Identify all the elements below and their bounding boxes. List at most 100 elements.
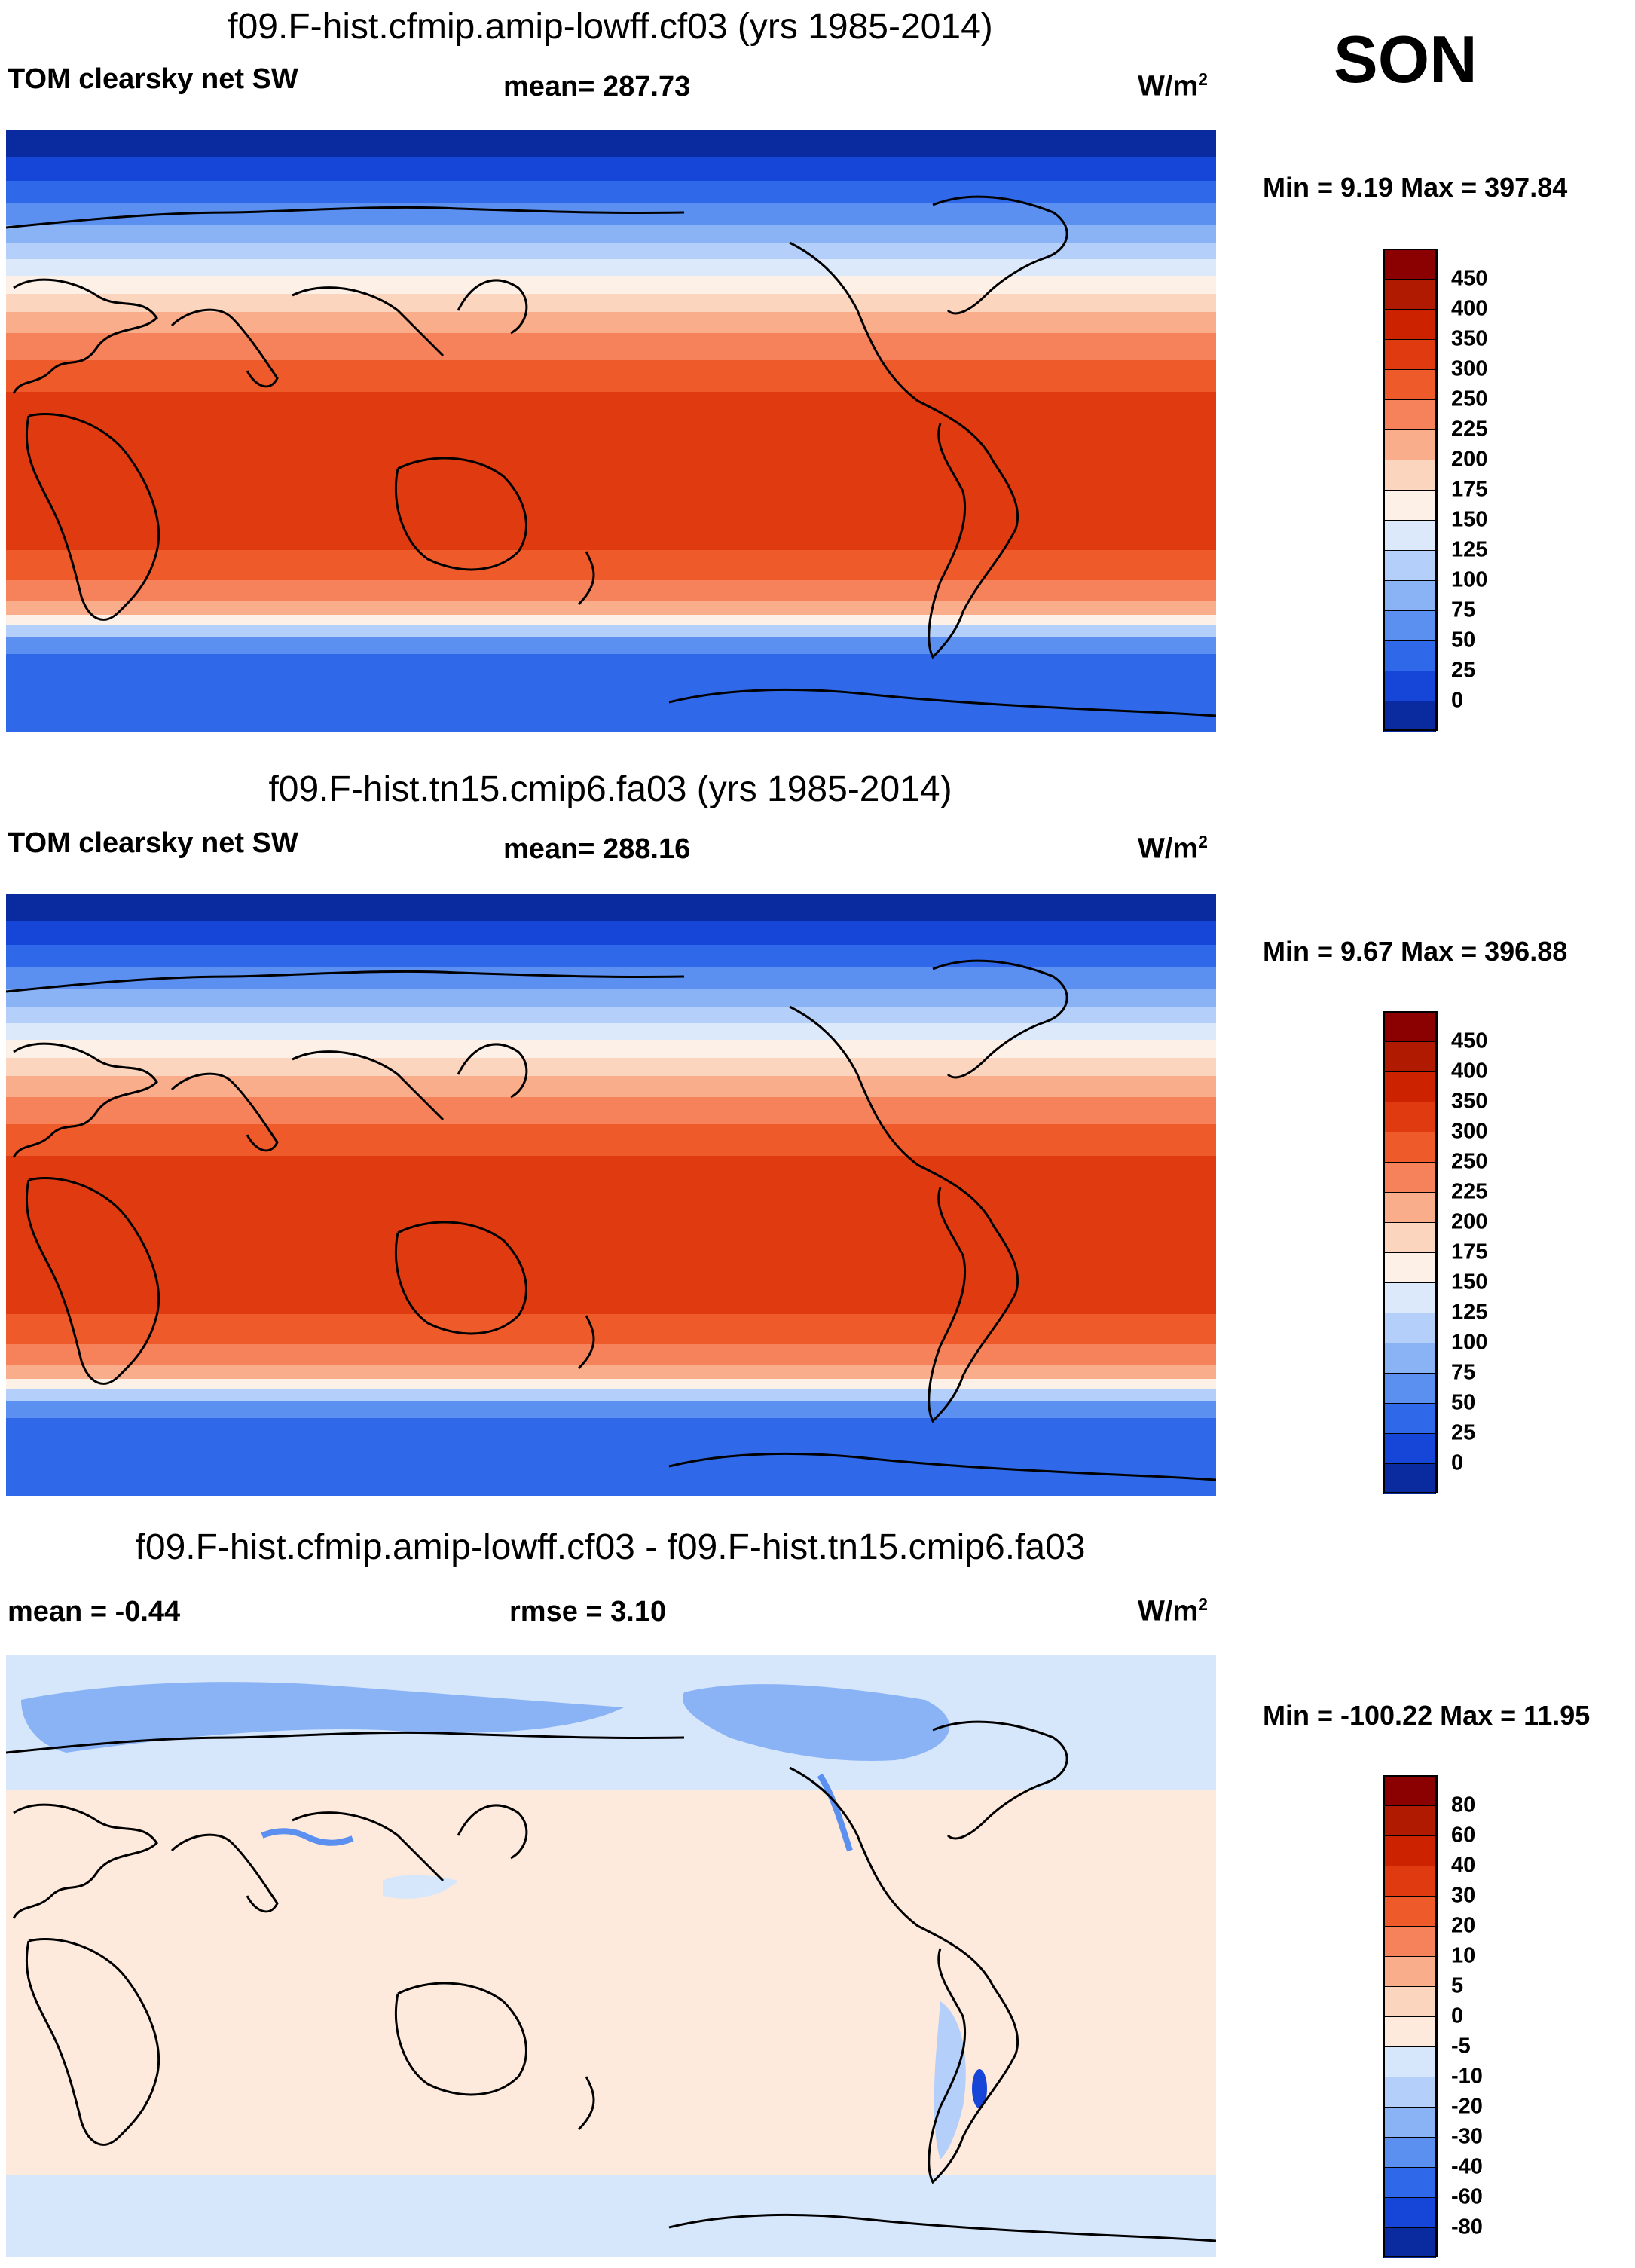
colorbar-swatch: [1383, 1463, 1436, 1494]
colorbar-tick-label: 75: [1451, 1360, 1476, 1385]
colorbar-tick-label: 125: [1451, 1300, 1488, 1325]
colorbar-tick-label: 350: [1451, 326, 1488, 351]
panel2-units: W/m2: [1138, 832, 1208, 865]
colorbar-swatch: [1383, 2167, 1436, 2198]
colorbar-tick-label: 150: [1451, 507, 1488, 532]
colorbar-tick-label: 225: [1451, 1179, 1488, 1204]
colorbar-tick-label: 175: [1451, 477, 1488, 502]
colorbar-swatch: [1383, 1805, 1436, 1836]
colorbar-tick-label: 125: [1451, 537, 1488, 562]
colorbar-tick-label: 250: [1451, 387, 1488, 411]
colorbar-tick-label: 25: [1451, 658, 1476, 683]
colorbar-swatch: [1383, 580, 1436, 611]
colorbar-swatch: [1383, 2197, 1436, 2228]
colorbar-tick-label: 75: [1451, 598, 1476, 622]
panel2-title: f09.F-hist.tn15.cmip6.fa03 (yrs 1985-201…: [268, 769, 952, 809]
colorbar-tick-label: -10: [1451, 2064, 1483, 2089]
colorbar-tick-label: 175: [1451, 1239, 1488, 1264]
panel2-variable-label: TOM clearsky net SW: [8, 827, 298, 859]
colorbar-tick-label: 450: [1451, 1029, 1488, 1053]
colorbar-tick-label: -20: [1451, 2094, 1483, 2119]
colorbar-tick-label: 10: [1451, 1943, 1476, 1968]
panel3-min-max: Min = -100.22 Max = 11.95: [1263, 1700, 1591, 1731]
colorbar-swatch: [1383, 1011, 1436, 1042]
panel3-mean-label: mean = -0.44: [8, 1596, 181, 1628]
panel3-title: f09.F-hist.cfmip.amip-lowff.cf03 - f09.F…: [135, 1527, 1086, 1567]
colorbar-tick-label: 0: [1451, 1450, 1464, 1475]
colorbar-tick-label: -60: [1451, 2184, 1483, 2209]
colorbar-tick-label: -80: [1451, 2215, 1483, 2239]
panel2-min-max: Min = 9.67 Max = 396.88: [1263, 936, 1568, 967]
colorbar-swatch: [1383, 1986, 1436, 2017]
colorbar-swatch: [1383, 1403, 1436, 1434]
colorbar-tick-label: 400: [1451, 1059, 1488, 1084]
colorbar-tick-label: 30: [1451, 1883, 1476, 1908]
colorbar-swatch: [1383, 520, 1436, 551]
colorbar-tick-label: 400: [1451, 296, 1488, 321]
colorbar-tick-label: 40: [1451, 1853, 1476, 1878]
colorbar-tick-label: -30: [1451, 2124, 1483, 2149]
panel3-rmse-label: rmse = 3.10: [509, 1596, 667, 1628]
colorbar-tick-label: 250: [1451, 1149, 1488, 1174]
colorbar-swatch: [1383, 1222, 1436, 1253]
colorbar-swatch: [1383, 1433, 1436, 1464]
panel2-mean-label: mean= 288.16: [503, 833, 691, 865]
colorbar-swatch: [1383, 279, 1436, 310]
colorbar-swatch: [1383, 460, 1436, 491]
season-label: SON: [1334, 22, 1478, 96]
colorbar-swatch: [1383, 309, 1436, 340]
colorbar-swatch: [1383, 1373, 1436, 1404]
colorbar-tick-label: 50: [1451, 628, 1476, 653]
panel3-units: W/m2: [1138, 1594, 1208, 1628]
colorbar-swatch: [1383, 671, 1436, 701]
colorbar-swatch: [1383, 1866, 1436, 1897]
colorbar-swatch: [1383, 550, 1436, 581]
panel1-min-max: Min = 9.19 Max = 397.84: [1263, 172, 1568, 203]
colorbar-tick-label: 300: [1451, 1119, 1488, 1144]
colorbar-swatch: [1383, 1252, 1436, 1283]
panel1-variable-label: TOM clearsky net SW: [8, 63, 298, 95]
colorbar-tick-label: 225: [1451, 417, 1488, 442]
colorbar-swatch: [1383, 1041, 1436, 1072]
colorbar-tick-label: 200: [1451, 1209, 1488, 1234]
colorbar-tick-label: 5: [1451, 1973, 1464, 1998]
panel1-mean-label: mean= 287.73: [503, 71, 691, 102]
colorbar-tick-label: 150: [1451, 1270, 1488, 1294]
colorbar-swatch: [1383, 1132, 1436, 1163]
panel1-map: [6, 130, 1216, 732]
panel3-colorbar: [1383, 1775, 1438, 2258]
panel3-map: [6, 1655, 1216, 2257]
colorbar-swatch: [1383, 490, 1436, 521]
colorbar-tick-label: 80: [1451, 1793, 1476, 1817]
colorbar-tick-label: 100: [1451, 567, 1488, 592]
colorbar-swatch: [1383, 2016, 1436, 2047]
panel1-colorbar: [1383, 249, 1438, 732]
panel2-map: [6, 894, 1216, 1496]
panel2-colorbar: [1383, 1011, 1438, 1494]
colorbar-tick-label: 20: [1451, 1913, 1476, 1938]
colorbar-swatch: [1383, 1343, 1436, 1374]
colorbar-swatch: [1383, 399, 1436, 430]
colorbar-swatch: [1383, 429, 1436, 460]
colorbar-swatch: [1383, 339, 1436, 370]
colorbar-swatch: [1383, 1835, 1436, 1866]
colorbar-swatch: [1383, 1102, 1436, 1132]
colorbar-tick-label: 50: [1451, 1390, 1476, 1415]
colorbar-swatch: [1383, 1926, 1436, 1957]
colorbar-tick-label: 350: [1451, 1089, 1488, 1114]
colorbar-tick-label: 450: [1451, 266, 1488, 291]
colorbar-tick-label: 60: [1451, 1823, 1476, 1848]
panel1-title: f09.F-hist.cfmip.amip-lowff.cf03 (yrs 19…: [228, 7, 993, 47]
colorbar-swatch: [1383, 640, 1436, 671]
colorbar-swatch: [1383, 2077, 1436, 2108]
colorbar-tick-label: 300: [1451, 356, 1488, 381]
colorbar-swatch: [1383, 369, 1436, 400]
colorbar-tick-label: 25: [1451, 1420, 1476, 1445]
colorbar-swatch: [1383, 249, 1436, 280]
colorbar-frame: [1383, 249, 1438, 731]
panel1-units: W/m2: [1138, 69, 1208, 102]
colorbar-frame: [1383, 1775, 1438, 2257]
colorbar-tick-label: 200: [1451, 447, 1488, 472]
colorbar-swatch: [1383, 1192, 1436, 1223]
colorbar-swatch: [1383, 701, 1436, 732]
